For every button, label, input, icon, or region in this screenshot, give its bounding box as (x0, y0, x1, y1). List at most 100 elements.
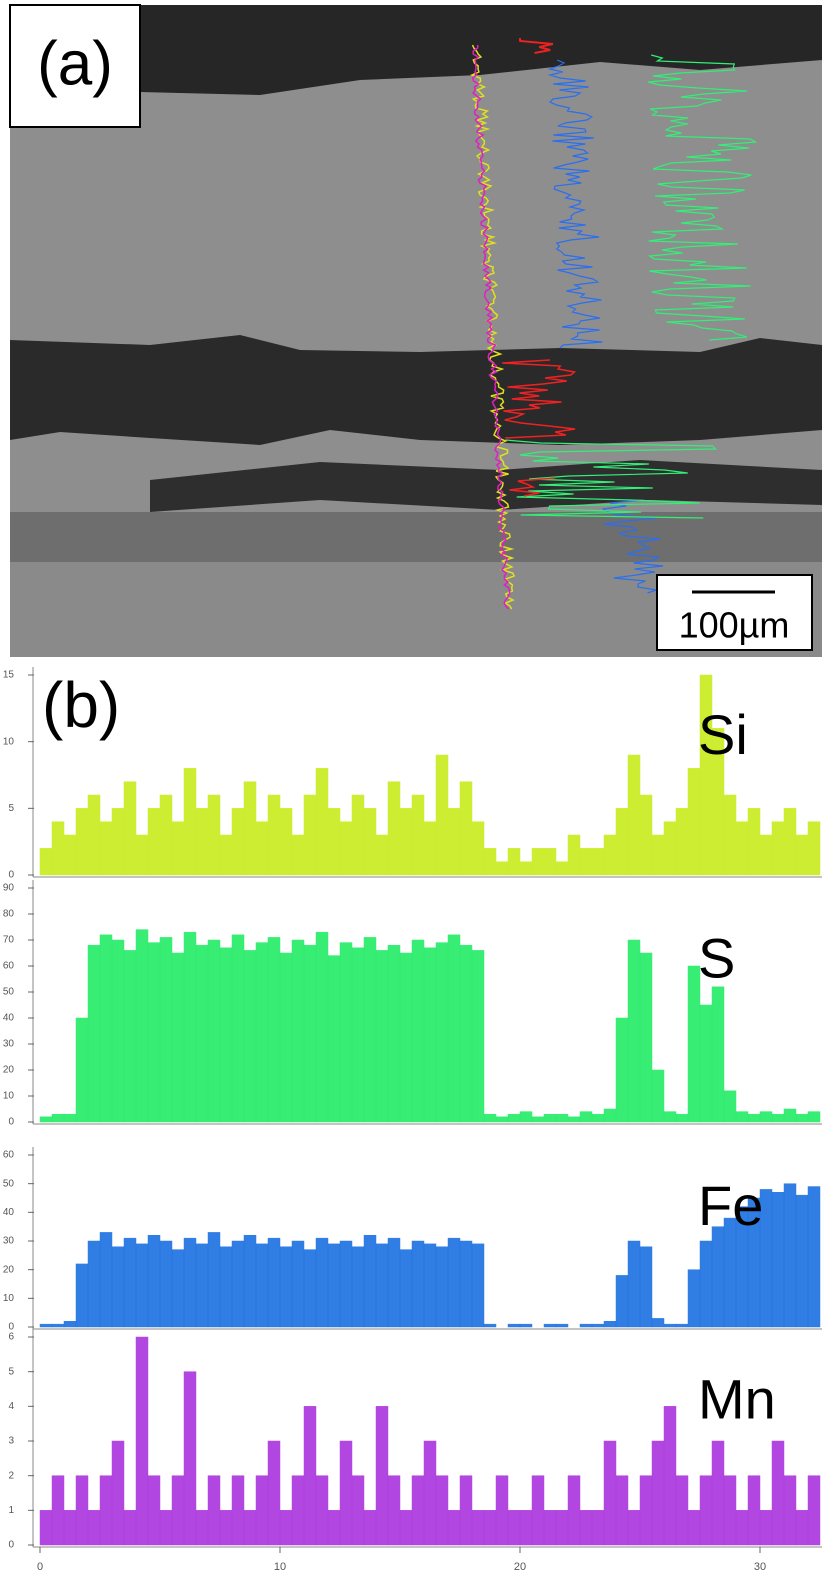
bar (231, 1240, 245, 1328)
bar (39, 1510, 53, 1546)
bar (267, 794, 281, 876)
bar (63, 1321, 77, 1328)
bar (651, 1069, 665, 1123)
bar (723, 794, 737, 876)
dark-layer (150, 460, 822, 512)
y-tick-label: 3 (8, 1436, 14, 1447)
bar (315, 768, 329, 876)
bar (807, 1475, 821, 1546)
bar (399, 952, 413, 1123)
bar (615, 1017, 629, 1123)
y-tick-label: 10 (3, 1293, 15, 1304)
bar (111, 1246, 125, 1328)
bar (411, 1240, 425, 1328)
bar (267, 937, 281, 1123)
bar (531, 1116, 545, 1123)
bar (399, 1249, 413, 1328)
x-tick-label: 10 (274, 1561, 286, 1573)
bar (579, 1510, 593, 1546)
bar (735, 821, 749, 876)
scan-trace (505, 439, 718, 519)
bar (195, 808, 209, 876)
bar (123, 1237, 137, 1328)
bar (579, 848, 593, 876)
bar (99, 821, 113, 876)
bar (243, 781, 257, 876)
bar (315, 1475, 329, 1546)
bar (339, 942, 353, 1123)
bar (147, 1475, 161, 1546)
bar (735, 1510, 749, 1546)
dark-layer (10, 335, 822, 445)
bar (375, 834, 389, 876)
bar (771, 1113, 785, 1123)
bar (339, 1440, 353, 1546)
bar (675, 1475, 689, 1546)
bar (75, 1263, 89, 1328)
dark-layer (10, 5, 822, 95)
y-tick-label: 40 (3, 1013, 15, 1024)
bar (351, 947, 365, 1123)
bar (483, 848, 497, 876)
bar (75, 1017, 89, 1123)
bar (423, 821, 437, 876)
bar (219, 947, 233, 1123)
bar (771, 821, 785, 876)
bar (507, 1510, 521, 1546)
bar (39, 1323, 53, 1328)
bar (711, 1440, 725, 1546)
bar (471, 950, 485, 1123)
y-tick-label: 50 (3, 1178, 15, 1189)
bar (423, 947, 437, 1123)
bar (771, 1440, 785, 1546)
bar (339, 1240, 353, 1328)
bar (87, 944, 101, 1123)
x-tick-label: 20 (514, 1561, 526, 1573)
y-tick-label: 40 (3, 1207, 15, 1218)
bar (543, 1510, 557, 1546)
bar (291, 1240, 305, 1328)
bar (315, 931, 329, 1123)
bar (147, 808, 161, 876)
bar (435, 942, 449, 1123)
bar (231, 934, 245, 1123)
bar (351, 794, 365, 876)
bar (471, 1510, 485, 1546)
bar (783, 1475, 797, 1546)
scan-trace (471, 44, 511, 610)
bar (291, 834, 305, 876)
bar (111, 808, 125, 876)
bar (339, 821, 353, 876)
bar (723, 1475, 737, 1546)
y-tick-label: 0 (8, 870, 14, 881)
scan-trace (502, 359, 577, 439)
bar (87, 1240, 101, 1328)
y-tick-label: 10 (3, 1091, 15, 1102)
bar (495, 861, 509, 876)
bar (243, 950, 257, 1123)
bar (807, 821, 821, 876)
bar (663, 1323, 677, 1328)
bar (159, 1240, 173, 1328)
bar (447, 1510, 461, 1546)
bar (399, 808, 413, 876)
bar (687, 768, 701, 876)
bar (519, 861, 533, 876)
element-label: Fe (698, 1174, 763, 1237)
bar (207, 939, 221, 1123)
bar (219, 834, 233, 876)
bar (675, 808, 689, 876)
bar (327, 955, 341, 1123)
bar (279, 952, 293, 1123)
bar (231, 808, 245, 876)
bar (759, 1510, 773, 1546)
bar (807, 1186, 821, 1328)
scan-trace (648, 54, 758, 341)
bar (699, 1475, 713, 1546)
bar (435, 1475, 449, 1546)
y-tick-label: 2 (8, 1470, 14, 1481)
bar (639, 1246, 653, 1328)
profile-chart: 0 10 20 30 40 50 60 Fe (3, 1147, 822, 1333)
bar (387, 1237, 401, 1328)
bar (531, 1475, 545, 1546)
